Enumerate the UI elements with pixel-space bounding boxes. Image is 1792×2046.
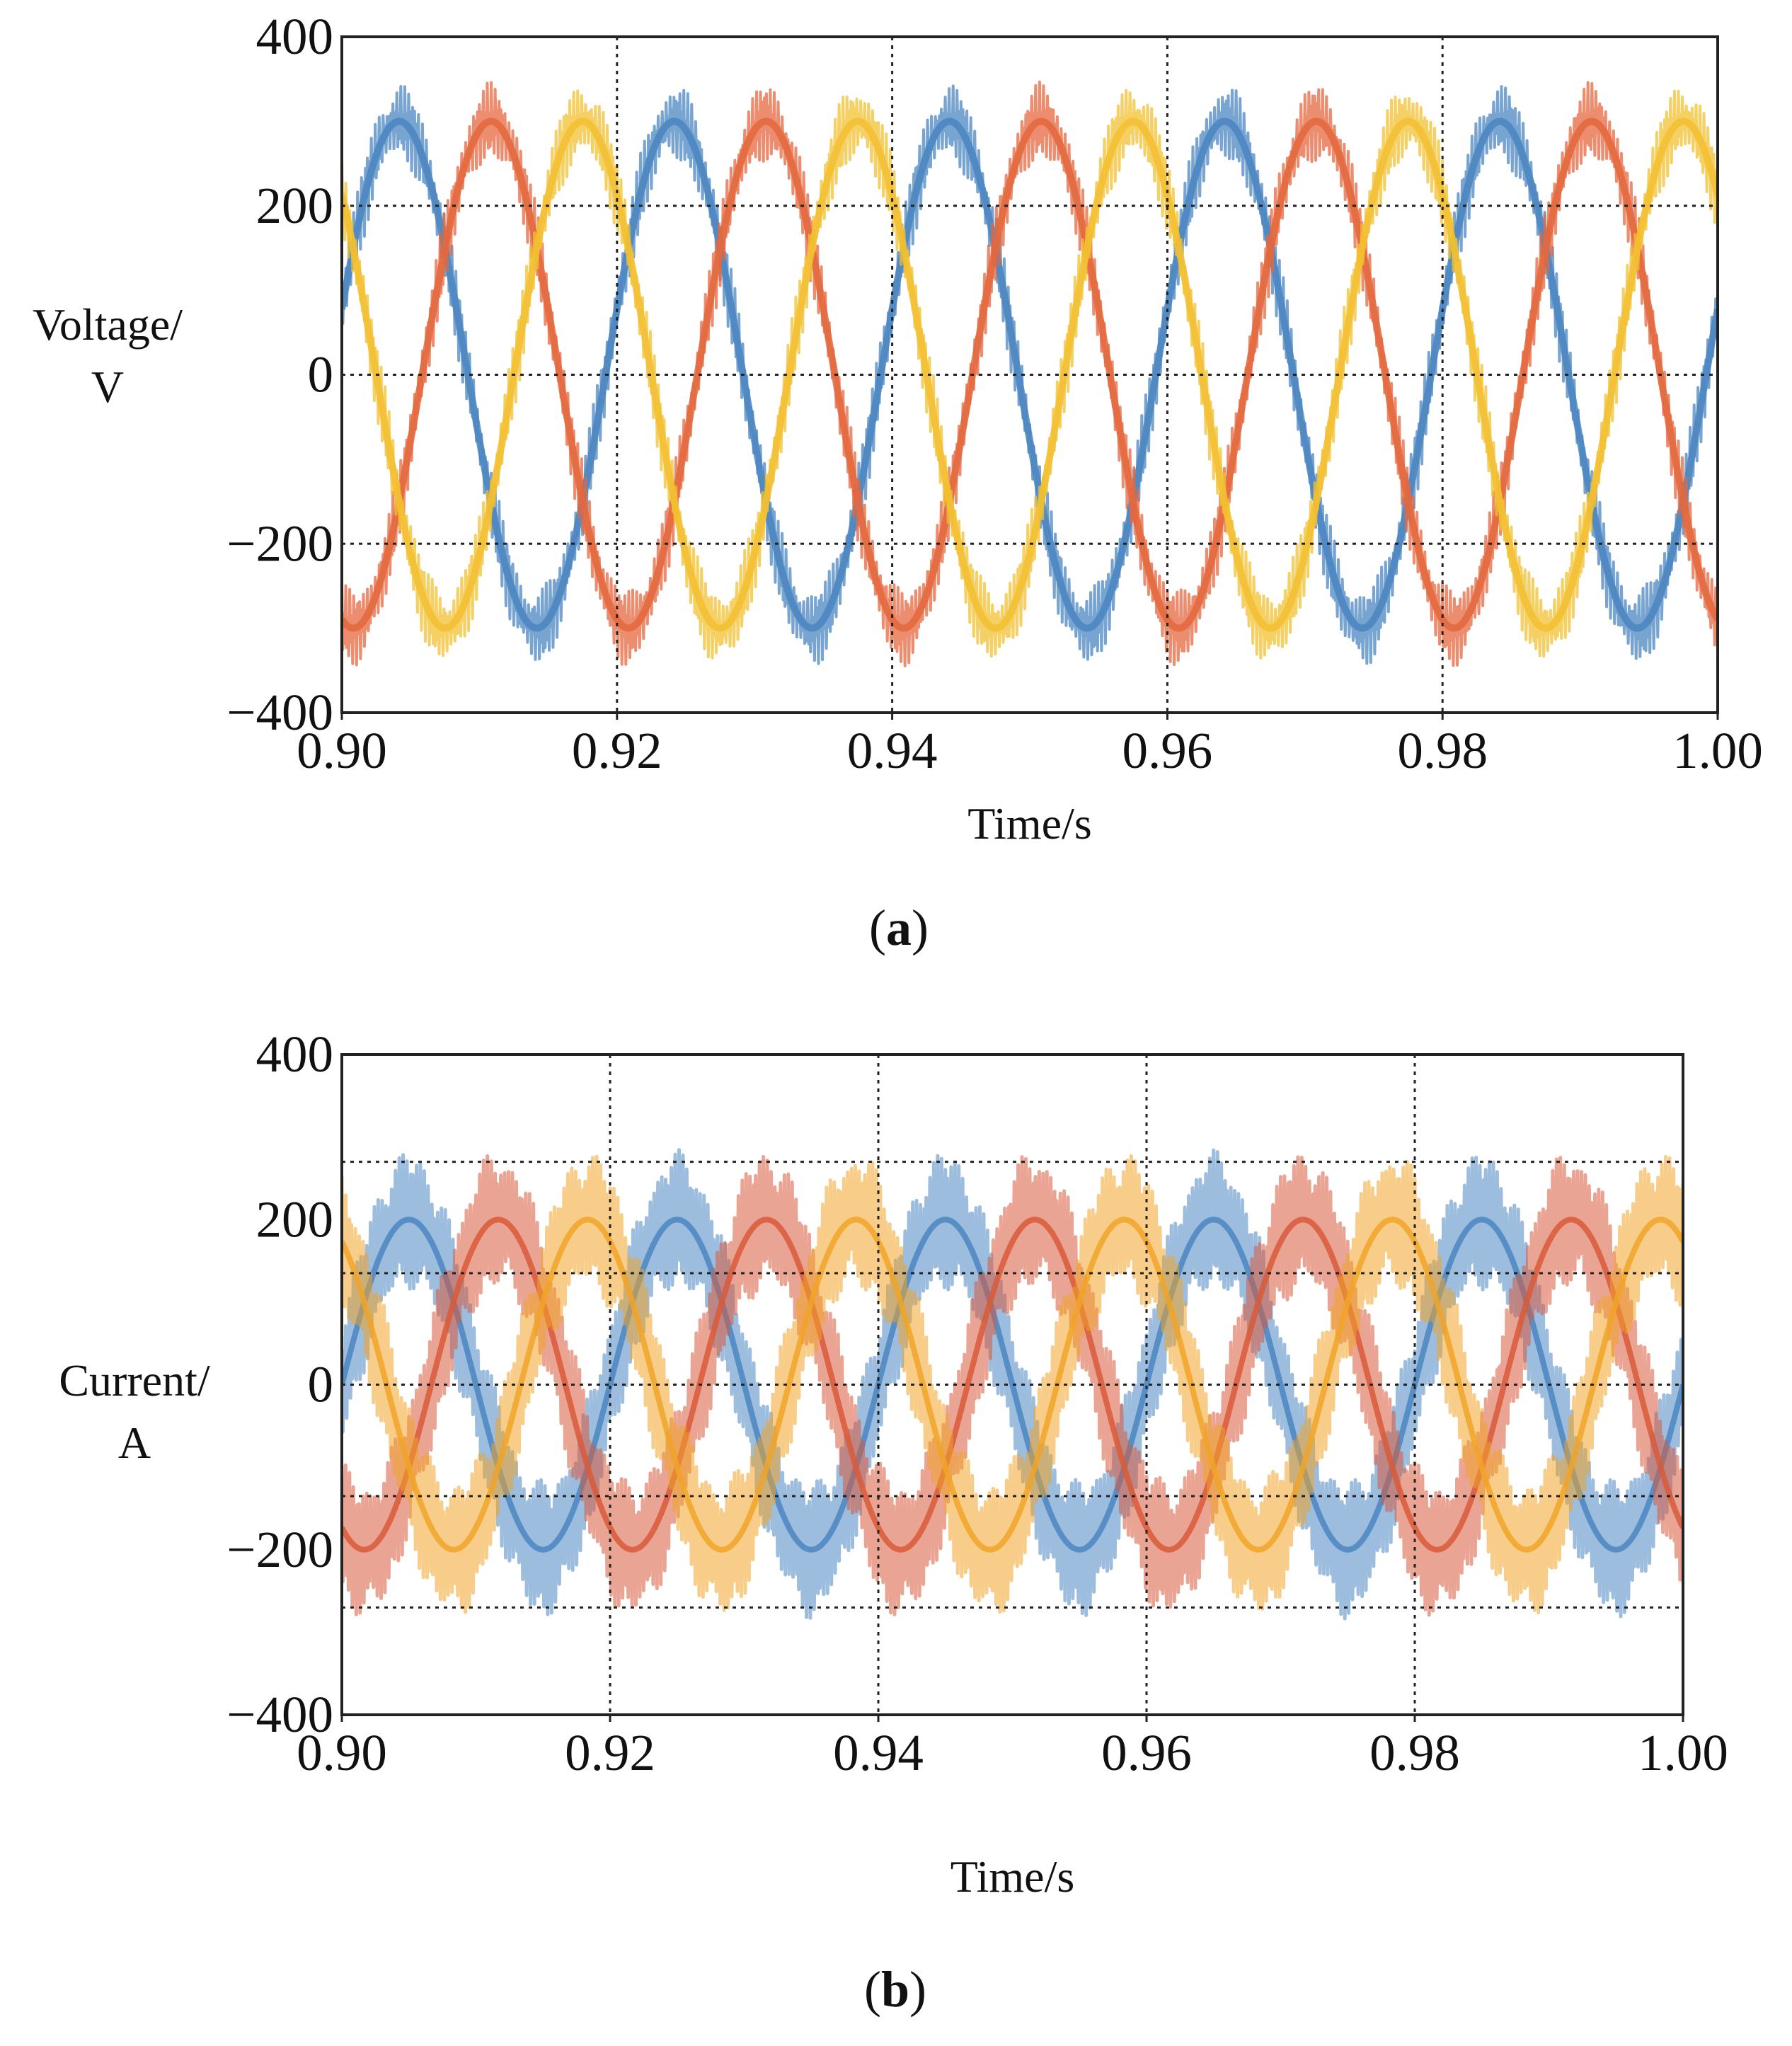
current-series-phase-b [342,1154,1683,1617]
voltage-y-tick-label: 400 [256,8,334,65]
voltage-x-axis-label: Time/s [967,798,1092,849]
voltage-series-layer [342,80,1718,667]
voltage-grid-layer [342,37,1718,713]
current-series-phase-c-center [342,1217,1683,1553]
current-series-phase-a-center [342,1217,1683,1553]
voltage-x-ticks: 0.90 0.92 0.94 0.96 0.98 1.00 [297,713,1763,779]
voltage-y-tick-label: −200 [226,515,333,572]
current-grid-layer [342,1054,1683,1715]
panel-b-caption: (b) [864,1961,926,2018]
current-x-tick-label: 0.96 [1101,1724,1192,1781]
panel-b-caption-letter: b [881,1961,909,2018]
current-y-tick-label: −200 [226,1521,333,1578]
current-y-axis-label-line1: Current/ [59,1355,210,1406]
voltage-y-axis-label-line1: Voltage/ [33,299,183,350]
current-x-tick-label: 0.94 [833,1724,924,1781]
panel-a-caption-letter: a [886,900,912,956]
current-x-tick-label: 0.98 [1369,1724,1460,1781]
current-y-tick-label: 200 [256,1190,334,1248]
current-chart-panel: 400 200 0 −200 −400 0.90 0.92 0.94 0.96 0.98 1.00… [59,1025,1728,2018]
voltage-series-phase-c-center [342,117,1718,632]
voltage-y-ticks: 400 200 0 −200 −400 [226,8,333,741]
voltage-chart-panel: 400 200 0 −200 −400 0.90 0.92 0.94 0.96 0.98 1.00… [33,8,1763,956]
voltage-plot-frame [340,35,1719,714]
current-y-axis-label-line2: A [118,1418,151,1468]
voltage-x-tick-label: 0.98 [1397,722,1488,779]
current-y-tick-label: 400 [256,1025,334,1083]
voltage-x-tick-label: 0.90 [297,722,387,779]
voltage-y-axis-label-line2: V [91,362,124,412]
current-x-axis-label: Time/s [950,1851,1075,1902]
voltage-series-phase-b-center [342,117,1718,632]
voltage-x-tick-label: 0.96 [1122,722,1213,779]
voltage-y-tick-label: 0 [308,346,334,403]
voltage-y-tick-label: 200 [256,177,334,234]
voltage-series-phase-a-center [342,117,1718,632]
panel-a-caption: (a) [869,900,929,956]
current-y-ticks: 400 200 0 −200 −400 [226,1025,333,1743]
current-x-tick-label: 0.92 [565,1724,655,1781]
current-x-ticks: 0.90 0.92 0.94 0.96 0.98 1.00 [297,1715,1728,1781]
voltage-x-tick-label: 0.94 [847,722,938,779]
voltage-x-tick-label: 0.92 [572,722,662,779]
voltage-x-tick-label: 1.00 [1672,722,1763,779]
current-plot-frame [340,1053,1684,1716]
current-y-tick-label: −400 [226,1686,333,1743]
current-x-tick-label: 0.90 [297,1724,387,1781]
current-series-layer [342,1148,1683,1621]
current-x-tick-label: 1.00 [1638,1724,1728,1781]
current-y-tick-label: 0 [308,1356,334,1413]
current-series-phase-c [342,1154,1683,1615]
voltage-y-tick-label: −400 [226,684,333,741]
